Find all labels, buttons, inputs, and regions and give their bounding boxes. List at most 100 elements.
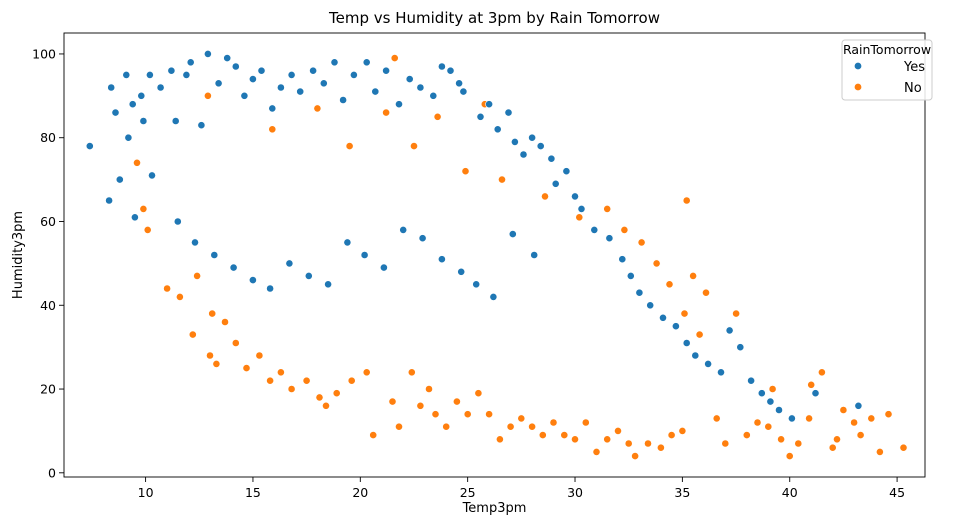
point-yes	[747, 376, 755, 385]
point-yes	[257, 66, 266, 75]
point-yes	[304, 271, 313, 280]
point-yes	[446, 66, 455, 75]
point-yes	[148, 171, 156, 180]
point-no	[212, 359, 221, 368]
y-axis: 0 20 40 60 80 100	[32, 46, 64, 480]
point-no	[231, 339, 240, 347]
point-no	[276, 368, 285, 377]
point-yes	[182, 71, 191, 79]
point-no	[867, 414, 876, 423]
point-no	[876, 447, 884, 456]
point-no	[839, 406, 848, 414]
point-yes	[309, 66, 317, 75]
point-yes	[124, 133, 133, 142]
point-no	[712, 414, 721, 423]
chart-title: Temp vs Humidity at 3pm by Rain Tomorrow	[328, 9, 660, 27]
point-yes	[111, 108, 120, 117]
point-yes	[296, 87, 305, 96]
point-yes	[577, 204, 586, 213]
y-tick-label: 60	[40, 214, 56, 229]
point-no	[818, 368, 826, 377]
legend-marker-no	[853, 82, 863, 92]
point-yes	[214, 79, 223, 88]
point-yes	[854, 401, 863, 410]
point-no	[485, 410, 493, 419]
point-yes	[605, 234, 614, 243]
point-no	[884, 410, 893, 419]
legend-box	[841, 39, 933, 101]
point-no	[581, 418, 590, 427]
point-no	[433, 112, 442, 121]
y-tick-label: 20	[40, 382, 56, 397]
x-axis: 10 15 20 25 30 35 40 45	[138, 477, 905, 500]
point-no	[347, 376, 356, 385]
point-no	[721, 439, 730, 448]
point-no	[175, 292, 184, 301]
point-no	[695, 330, 704, 339]
x-tick-label: 20	[352, 485, 368, 500]
point-no	[689, 271, 697, 280]
point-no	[410, 142, 418, 150]
point-no	[506, 422, 515, 431]
point-yes	[115, 175, 124, 184]
point-no	[631, 452, 639, 460]
point-no	[382, 108, 390, 117]
point-yes	[107, 83, 116, 92]
point-yes	[319, 79, 328, 88]
point-no	[549, 418, 558, 427]
point-no	[777, 435, 785, 444]
point-no	[856, 431, 865, 439]
point-no	[369, 431, 378, 439]
point-yes	[459, 87, 468, 96]
point-no	[255, 351, 264, 360]
point-no	[603, 204, 612, 213]
point-yes	[399, 225, 408, 234]
point-no	[362, 368, 371, 377]
point-yes	[547, 154, 556, 163]
point-yes	[349, 71, 358, 79]
point-no	[764, 422, 773, 431]
point-yes	[343, 238, 352, 247]
point-no	[732, 309, 740, 318]
point-yes	[788, 414, 796, 423]
point-no	[498, 175, 506, 184]
point-yes	[139, 117, 148, 125]
point-yes	[268, 104, 277, 113]
point-yes	[395, 100, 403, 109]
point-yes	[508, 230, 517, 238]
point-no	[268, 125, 277, 134]
point-no	[805, 414, 813, 423]
y-axis-label: Humidity3pm	[11, 211, 26, 299]
point-no	[680, 309, 689, 318]
point-no	[637, 238, 646, 247]
y-tick-label: 80	[40, 130, 56, 145]
point-no	[322, 401, 330, 410]
point-yes	[85, 142, 94, 150]
point-no	[620, 225, 629, 234]
point-yes	[493, 125, 502, 134]
point-no	[624, 439, 633, 448]
point-yes	[128, 100, 137, 109]
point-no	[644, 439, 652, 448]
point-no	[313, 104, 322, 113]
point-no	[208, 309, 217, 318]
point-no	[188, 330, 197, 339]
point-no	[302, 376, 311, 385]
point-yes	[330, 58, 339, 67]
point-no	[315, 393, 324, 402]
point-no	[807, 380, 816, 389]
point-yes	[324, 280, 332, 289]
point-yes	[476, 112, 485, 121]
point-yes	[626, 271, 635, 280]
point-yes	[186, 58, 195, 67]
point-no	[678, 426, 687, 435]
y-tick-label: 0	[48, 465, 56, 480]
point-yes	[736, 343, 745, 352]
point-no	[652, 259, 661, 268]
point-yes	[757, 389, 766, 398]
point-no	[390, 54, 399, 62]
point-yes	[455, 79, 463, 88]
legend: RainTomorrow Yes No	[841, 39, 933, 101]
point-yes	[725, 326, 734, 335]
